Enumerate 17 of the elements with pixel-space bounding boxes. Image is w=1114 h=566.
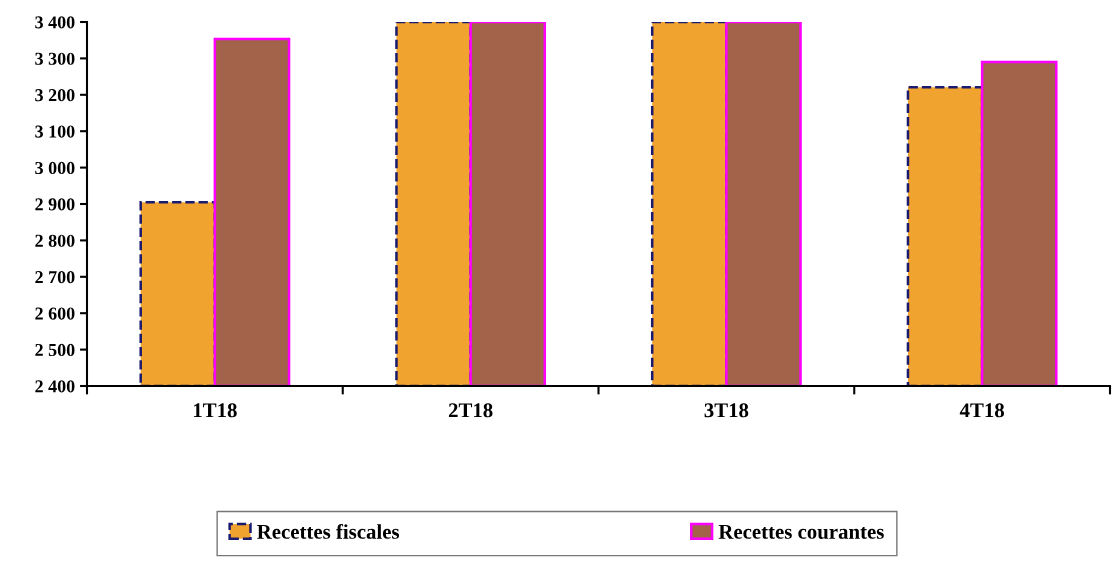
y-tick-label: 2 500	[35, 343, 75, 357]
x-tick-label: 1T18	[193, 403, 237, 418]
y-tick-label: 3 100	[35, 125, 75, 138]
y-tick-label: 3 200	[35, 89, 75, 102]
x-tick-label: 2T18	[448, 403, 493, 418]
legend-label: Recettes courantes	[718, 525, 884, 539]
x-tick-label: 4T18	[959, 403, 1005, 418]
legend-label: Recettes fiscales	[257, 523, 400, 539]
y-tick-label: 2 800	[35, 234, 75, 247]
y-tick-label: 2 600	[35, 307, 75, 320]
y-tick-label: 2 700	[35, 271, 75, 284]
y-tick-label: 2 900	[35, 198, 75, 211]
y-tick-label: 3 300	[35, 52, 75, 65]
y-tick-label: 3 000	[35, 161, 75, 175]
y-tick-label: 3 400	[35, 16, 75, 29]
x-tick-label: 3T18	[704, 403, 749, 418]
y-tick-label: 2 400	[35, 380, 75, 393]
